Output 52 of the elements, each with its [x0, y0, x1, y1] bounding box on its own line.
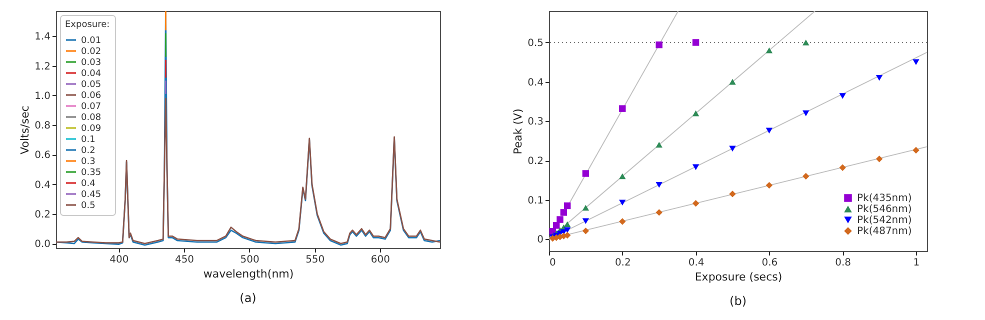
y-axis-title: Volts/sec: [18, 106, 32, 154]
legend-label: Pk(487nm): [857, 226, 912, 237]
legend-label: 0.1: [81, 135, 96, 145]
x-axis-title: wavelength(nm): [203, 268, 294, 280]
y-tick-label: 0.2: [34, 209, 50, 220]
y-tick-label: 0.1: [528, 195, 544, 206]
legend-label: 0.06: [81, 91, 102, 101]
y-tick-label: 0.4: [528, 77, 544, 88]
legend-label: 0.45: [81, 190, 102, 200]
y-tick-label: 0.5: [528, 38, 544, 49]
y-tick-label: 1.4: [34, 32, 50, 43]
x-tick-label: 0.6: [762, 258, 778, 268]
legend-label: 0.01: [81, 36, 102, 46]
y-axis-title: Peak (V): [512, 108, 525, 154]
x-tick-label: 0.8: [835, 258, 852, 268]
text: (a): [240, 291, 256, 305]
legend-label: 0.4: [81, 179, 96, 189]
x-tick-label: 500: [240, 254, 260, 266]
x-tick-label: 400: [110, 254, 129, 266]
y-tick-label: 0.8: [34, 120, 50, 132]
y-tick-label: 0.2: [528, 156, 544, 168]
legend-label: 0.2: [81, 146, 96, 156]
legend-label: Pk(435nm): [857, 193, 912, 204]
x-tick-label: 600: [370, 254, 390, 266]
legend-label: 0.5: [81, 201, 96, 211]
legend-title: Exposure:: [65, 20, 110, 30]
legend-label: 0.35: [81, 168, 102, 178]
y-tick-label: 0.6: [34, 150, 50, 162]
text: (b): [730, 294, 746, 308]
legend-label: 0.02: [81, 47, 102, 57]
y-tick-label: 0: [537, 234, 544, 246]
x-tick-label: 0: [550, 258, 556, 268]
y-tick-label: 0.3: [528, 116, 544, 128]
legend-label: 0.08: [81, 113, 102, 123]
x-tick-label: 1: [913, 258, 920, 268]
y-tick-label: 0.0: [34, 239, 50, 250]
x-tick-label: 0.4: [688, 258, 704, 268]
x-tick-label: 550: [306, 254, 325, 266]
legend-label: 0.07: [81, 102, 102, 112]
y-tick-label: 1.0: [34, 90, 50, 102]
legend-label: 0.3: [81, 157, 96, 167]
x-axis-title: Exposure (secs): [694, 270, 782, 284]
y-tick-label: 0.4: [34, 180, 50, 191]
legend-label: 0.05: [81, 80, 102, 90]
legend-label: Pk(546nm): [857, 204, 912, 215]
x-tick-label: 0.2: [614, 258, 631, 268]
legend-label: 0.09: [81, 124, 102, 134]
x-tick-label: 450: [174, 254, 194, 266]
legend-label: 0.03: [81, 58, 102, 68]
legend-label: 0.04: [81, 69, 102, 79]
y-tick-label: 1.2: [34, 61, 50, 72]
legend-label: Pk(542nm): [857, 215, 912, 226]
